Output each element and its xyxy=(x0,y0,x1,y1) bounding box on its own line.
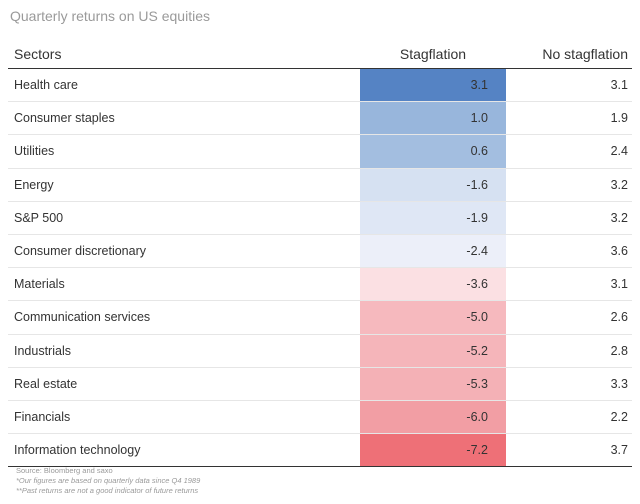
sector-name: Health care xyxy=(14,78,78,93)
row-spacer xyxy=(208,201,360,234)
footnotes: Source: Bloomberg and saxo *Our figures … xyxy=(16,466,200,496)
row-spacer xyxy=(208,301,360,334)
no-stagflation-value-cell: 2.6 xyxy=(610,310,628,325)
header-stagflation-wrap: Stagflation xyxy=(207,40,506,69)
table-row: Real estate -5.3 3.3 xyxy=(8,367,632,401)
row-spacer xyxy=(208,334,360,367)
table-row: Financials -6.0 2.2 xyxy=(8,400,632,434)
stagflation-value-cell: 1.0 xyxy=(359,101,506,135)
row-spacer xyxy=(208,400,360,433)
row-spacer xyxy=(208,268,360,301)
table-header-row: Sectors Stagflation No stagflation xyxy=(8,40,632,69)
sector-name: Consumer discretionary xyxy=(14,244,146,259)
table-row: Materials -3.6 3.1 xyxy=(8,267,632,301)
row-spacer xyxy=(208,69,360,102)
stagflation-value-cell: -5.3 xyxy=(359,367,506,401)
no-stagflation-value-cell: 3.2 xyxy=(610,177,628,192)
sector-name: Financials xyxy=(14,409,71,424)
sector-name: S&P 500 xyxy=(14,210,64,225)
no-stagflation-value-cell: 3.7 xyxy=(610,443,628,458)
table-row: Consumer staples 1.0 1.9 xyxy=(8,101,632,135)
no-stagflation-value-cell: 3.1 xyxy=(610,78,628,93)
header-sectors: Sectors xyxy=(8,40,208,69)
stagflation-value-cell: -5.0 xyxy=(359,300,506,334)
stagflation-value-cell: -1.6 xyxy=(359,168,506,202)
stagflation-value-cell: -2.4 xyxy=(359,234,506,268)
stagflation-value-cell: -3.6 xyxy=(359,267,506,301)
table-body: Health care 3.1 3.1 Consumer staples 1.0 1.9 U… xyxy=(8,68,632,467)
footnote-2: **Past returns are not a good indicator … xyxy=(16,486,199,495)
row-spacer xyxy=(208,102,360,135)
sector-name: Industrials xyxy=(14,343,71,358)
stagflation-value-cell: -6.0 xyxy=(359,400,506,434)
header-stagflation: Stagflation xyxy=(399,46,467,62)
table-row: Energy -1.6 3.2 xyxy=(8,168,632,202)
no-stagflation-value-cell: 2.2 xyxy=(610,409,628,424)
table-row: Utilities 0.6 2.4 xyxy=(8,134,632,169)
no-stagflation-value-cell: 2.4 xyxy=(610,144,628,159)
no-stagflation-value-cell: 3.1 xyxy=(610,277,628,292)
sector-name: Utilities xyxy=(14,144,55,159)
stagflation-value-cell: -5.2 xyxy=(359,334,506,368)
sector-name: Information technology xyxy=(14,443,141,458)
table-row: Consumer discretionary -2.4 3.6 xyxy=(8,234,632,268)
sector-name: Energy xyxy=(14,177,54,192)
stagflation-value-cell: -1.9 xyxy=(359,201,506,235)
no-stagflation-value-cell: 1.9 xyxy=(610,111,628,126)
source-note: Source: Bloomberg and saxo xyxy=(16,466,113,475)
stagflation-value-cell: 0.6 xyxy=(359,134,506,169)
row-spacer xyxy=(208,367,360,400)
returns-table: Sectors Stagflation No stagflation Healt… xyxy=(8,40,632,467)
table-row: Information technology -7.2 3.7 xyxy=(8,433,632,467)
sector-name: Real estate xyxy=(14,376,78,391)
stagflation-value-cell: -7.2 xyxy=(359,433,506,467)
row-spacer xyxy=(208,135,360,168)
row-spacer xyxy=(208,234,360,267)
no-stagflation-value-cell: 3.2 xyxy=(610,210,628,225)
row-spacer xyxy=(208,434,360,467)
stagflation-value-cell: 3.1 xyxy=(359,68,506,102)
table-row: Industrials -5.2 2.8 xyxy=(8,334,632,368)
no-stagflation-value-cell: 2.8 xyxy=(610,343,628,358)
sector-name: Materials xyxy=(14,277,65,292)
header-no-stagflation: No stagflation xyxy=(505,40,632,69)
table-row: Health care 3.1 3.1 xyxy=(8,68,632,102)
no-stagflation-value-cell: 3.3 xyxy=(610,376,628,391)
sector-name: Communication services xyxy=(14,310,151,325)
chart-title: Quarterly returns on US equities xyxy=(10,8,210,24)
table-row: S&P 500 -1.9 3.2 xyxy=(8,201,632,235)
footnote-1: *Our figures are based on quarterly data… xyxy=(16,476,201,485)
sector-name: Consumer staples xyxy=(14,111,115,126)
table-row: Communication services -5.0 2.6 xyxy=(8,300,632,334)
no-stagflation-value-cell: 3.6 xyxy=(610,244,628,259)
row-spacer xyxy=(208,168,360,201)
